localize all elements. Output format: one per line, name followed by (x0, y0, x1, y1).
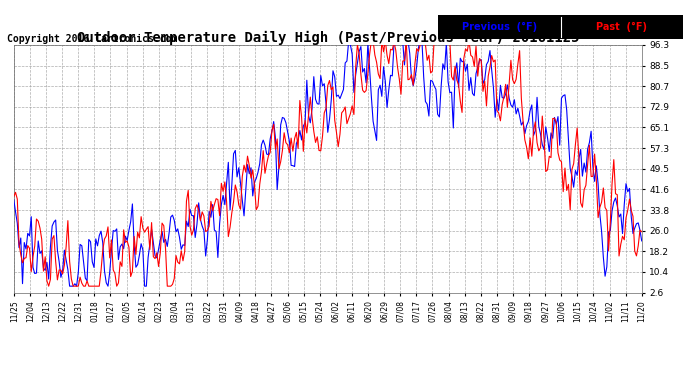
Text: Copyright 2016 Cartronics.com: Copyright 2016 Cartronics.com (7, 34, 177, 44)
Title: Outdoor Temperature Daily High (Past/Previous Year) 20161125: Outdoor Temperature Daily High (Past/Pre… (77, 31, 579, 45)
Text: Past  (°F): Past (°F) (596, 22, 647, 32)
Text: Previous  (°F): Previous (°F) (462, 22, 537, 32)
